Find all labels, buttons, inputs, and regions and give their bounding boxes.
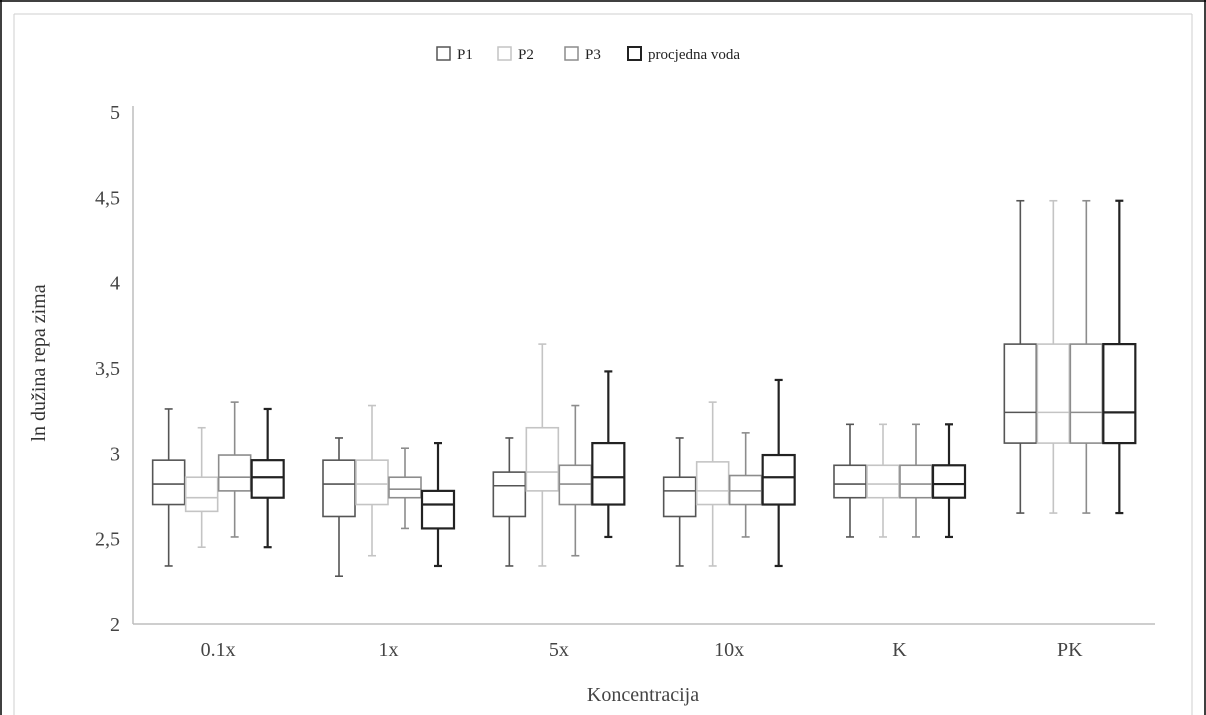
y-tick-label: 2,5 (95, 529, 120, 551)
box-body (1036, 343, 1071, 444)
box-body (833, 464, 867, 499)
x-tick-label: 0.1x (201, 639, 236, 661)
box-p1-1x (322, 437, 356, 578)
box-p2-5x (525, 343, 560, 567)
legend-entry-p1: P1 (436, 46, 473, 63)
box-p2-10x (695, 401, 730, 567)
box-p1-10x (662, 437, 697, 567)
box-procjedna-voda-PK (1102, 199, 1137, 515)
y-axis: 2 2,5 3 3,5 4 4,5 5 (95, 102, 134, 636)
box-body (420, 489, 456, 530)
box-body (931, 464, 967, 499)
box-body (558, 464, 593, 506)
y-tick-label: 5 (110, 102, 120, 124)
box-body (217, 454, 252, 492)
x-tick-label: PK (1057, 639, 1083, 661)
x-tick-label: 5x (549, 639, 569, 661)
box-body (899, 464, 933, 499)
box-procjedna-voda-5x (591, 370, 626, 539)
box-body (1003, 343, 1038, 444)
box-body (355, 459, 389, 506)
legend-entry-p2: P2 (497, 46, 534, 63)
box-body (591, 441, 626, 506)
box-p2-0.1x (184, 426, 219, 549)
legend-swatch (564, 46, 579, 61)
y-tick-label: 4,5 (95, 187, 120, 209)
box-body (388, 476, 422, 499)
x-axis: 0.1x 1x 5x 10x K PK (133, 623, 1155, 661)
box-procjedna-voda-1x (420, 441, 456, 568)
y-tick-label: 4 (110, 273, 120, 295)
box-p1-PK (1003, 199, 1038, 514)
legend-label: P1 (457, 47, 473, 63)
box-body (695, 461, 730, 506)
box-body (250, 459, 285, 499)
box-p1-0.1x (151, 408, 186, 567)
box-body (322, 459, 356, 518)
legend-swatch (497, 46, 512, 61)
y-tick-label: 3 (110, 443, 120, 465)
x-tick-label: 1x (379, 639, 399, 661)
plot-area (151, 199, 1137, 578)
box-p1-K (833, 423, 867, 538)
box-p3-0.1x (217, 401, 252, 538)
legend: P1 P2 P3 procjedna voda (436, 46, 740, 63)
box-body (525, 426, 560, 492)
box-p3-K (899, 423, 933, 538)
y-tick-label: 2 (110, 614, 120, 636)
box-body (1102, 343, 1137, 445)
legend-entry-procjedna-voda: procjedna voda (627, 46, 740, 63)
box-body (151, 459, 186, 506)
x-tick-label: 10x (714, 639, 744, 661)
box-body (761, 453, 796, 506)
y-axis-label: ln dužina repa zima (28, 284, 50, 441)
box-body (662, 476, 697, 518)
y-tick-label: 3,5 (95, 358, 120, 380)
box-p2-1x (355, 404, 389, 557)
box-p3-PK (1069, 199, 1104, 514)
box-p3-1x (388, 447, 422, 530)
legend-label: P2 (518, 47, 534, 63)
box-body (866, 464, 900, 499)
box-p1-5x (492, 437, 527, 567)
box-procjedna-voda-K (931, 423, 967, 539)
legend-entry-p3: P3 (564, 46, 601, 63)
box-p2-PK (1036, 199, 1071, 514)
box-procjedna-voda-0.1x (250, 407, 285, 549)
box-p3-5x (558, 404, 593, 557)
box-body (492, 471, 527, 518)
legend-label: procjedna voda (648, 47, 740, 63)
box-body (728, 474, 763, 506)
box-p2-K (866, 423, 900, 538)
box-procjedna-voda-10x (761, 378, 796, 568)
box-body (1069, 343, 1104, 444)
box-p3-10x (728, 432, 763, 538)
legend-label: P3 (585, 47, 601, 63)
box-body (184, 476, 219, 513)
x-axis-label: Koncentracija (587, 684, 699, 706)
x-tick-label: K (892, 639, 907, 661)
legend-swatch (627, 46, 642, 61)
legend-swatch (436, 46, 451, 61)
